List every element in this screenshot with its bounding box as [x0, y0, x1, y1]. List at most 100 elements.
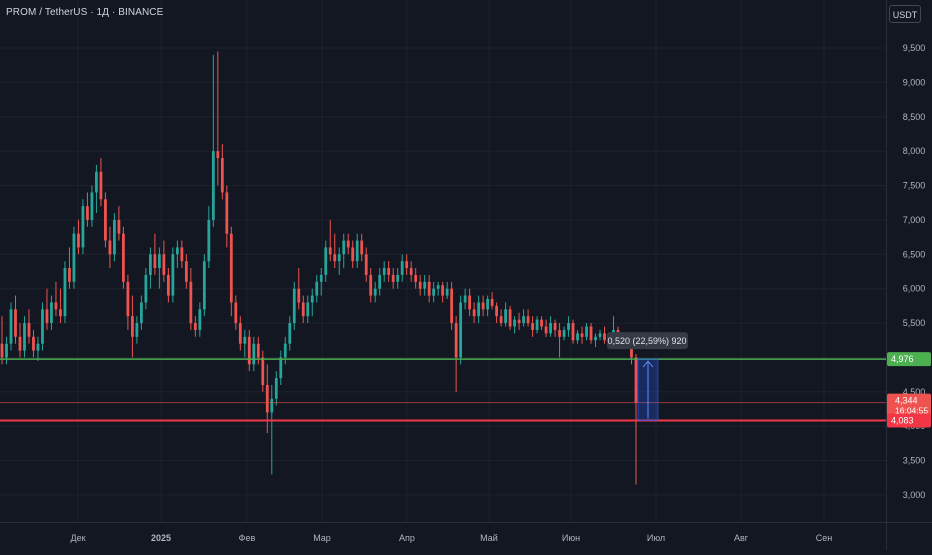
candle-up — [585, 326, 588, 337]
candle-up — [396, 274, 400, 282]
candle-up — [139, 302, 143, 324]
candle-up — [477, 302, 481, 317]
candle-up — [562, 329, 566, 337]
measure-tool[interactable]: 0,520 (22,59%) 920 — [607, 332, 688, 422]
bar-countdown: 16:04:55 — [895, 406, 928, 416]
candle-down — [468, 295, 472, 310]
time-axis-border — [0, 522, 932, 523]
candle-down — [32, 336, 35, 351]
candle-up — [306, 302, 310, 317]
time-tick-label: Дек — [70, 533, 85, 543]
candle-up — [135, 323, 139, 337]
candle-down — [517, 319, 521, 324]
candle-down — [589, 326, 593, 341]
candle-up — [211, 151, 215, 220]
candle-up — [283, 343, 287, 358]
time-tick-label: Авг — [734, 533, 749, 543]
candle-down — [166, 274, 170, 296]
last-price-badge — [887, 393, 931, 417]
candle-down — [360, 240, 364, 255]
candle-down — [364, 254, 368, 275]
candle-down — [131, 316, 134, 337]
candle-down — [122, 233, 125, 282]
candle-up — [81, 206, 85, 248]
time-axis[interactable]: Дек 2025 Фев Мар Апр Май Июн Июл Авг Сен — [70, 533, 832, 543]
candle-up — [274, 378, 278, 399]
measure-tooltip: 0,520 (22,59%) 920 — [607, 336, 686, 346]
candle-up — [90, 192, 94, 220]
candle-up — [373, 288, 377, 296]
candle-down — [499, 316, 503, 324]
candle-up — [319, 274, 323, 282]
candle-down — [162, 254, 166, 275]
candle-down — [126, 281, 130, 317]
candle-down — [526, 316, 530, 324]
price-tick-label: 8,000 — [903, 146, 926, 156]
candle-down — [558, 329, 561, 337]
candle-up — [382, 268, 386, 275]
candle-down — [45, 309, 49, 324]
price-tick-label: 3,000 — [903, 490, 926, 500]
candle-up — [243, 336, 247, 344]
candle-down — [414, 274, 418, 282]
candle-down — [387, 268, 391, 275]
candle-down — [68, 268, 71, 282]
price-tick-label: 3,500 — [903, 456, 926, 466]
candle-down — [256, 343, 260, 358]
candle-down — [346, 240, 350, 248]
candle-down — [369, 274, 373, 296]
candle-up — [288, 323, 292, 344]
time-tick-label: Июн — [562, 533, 580, 543]
candle-up — [423, 281, 427, 289]
candle-down — [481, 302, 485, 310]
candle-down — [405, 261, 409, 269]
candle-up — [459, 302, 463, 358]
candle-up — [148, 254, 152, 275]
candle-up — [95, 171, 98, 193]
candle-up — [522, 316, 525, 324]
price-badges: 4,976 4,344 16:04:55 4,083 — [887, 352, 931, 428]
candle-down — [189, 281, 193, 324]
time-tick-label: 2025 — [151, 533, 171, 543]
measure-tooltip-bg — [607, 332, 688, 350]
candle-down — [391, 274, 395, 282]
resistance-level-badge — [887, 413, 931, 428]
price-axis[interactable]: 9,500 9,000 8,500 8,000 7,500 7,000 6,500 6,000… — [903, 43, 926, 500]
candle-down — [508, 309, 512, 327]
grid — [0, 0, 886, 522]
candle-down — [301, 302, 305, 317]
candle-down — [454, 323, 458, 358]
time-tick-label: Фев — [239, 533, 256, 543]
candle-up — [198, 309, 202, 330]
candle-down — [247, 336, 251, 365]
measure-arrow-icon — [642, 360, 654, 368]
price-tick-label: 6,500 — [903, 249, 926, 259]
candle-up — [207, 219, 211, 262]
candle-down — [544, 326, 548, 334]
candle-down — [418, 281, 422, 289]
candle-up — [513, 319, 516, 327]
currency-button[interactable]: USDT — [889, 5, 921, 23]
candle-up — [324, 247, 328, 275]
price-tick-label: 9,000 — [903, 77, 926, 87]
candle-down — [153, 254, 157, 269]
candle-down — [351, 247, 355, 262]
candle-down — [180, 247, 184, 262]
candle-up — [144, 274, 148, 303]
time-tick-label: Май — [480, 533, 498, 543]
candle-down — [540, 319, 543, 327]
price-tick-label: 6,000 — [903, 284, 926, 294]
price-tick-label: 9,500 — [903, 43, 926, 53]
candle-up — [567, 323, 570, 330]
time-tick-label: Июл — [647, 533, 665, 543]
candle-down — [450, 288, 454, 324]
candle-down — [14, 309, 17, 337]
candle-up — [342, 240, 346, 255]
candle-down — [265, 384, 269, 413]
candle-up — [463, 295, 467, 303]
price-axis-border — [886, 0, 887, 550]
candle-up — [157, 254, 161, 269]
time-tick-label: Апр — [399, 533, 415, 543]
